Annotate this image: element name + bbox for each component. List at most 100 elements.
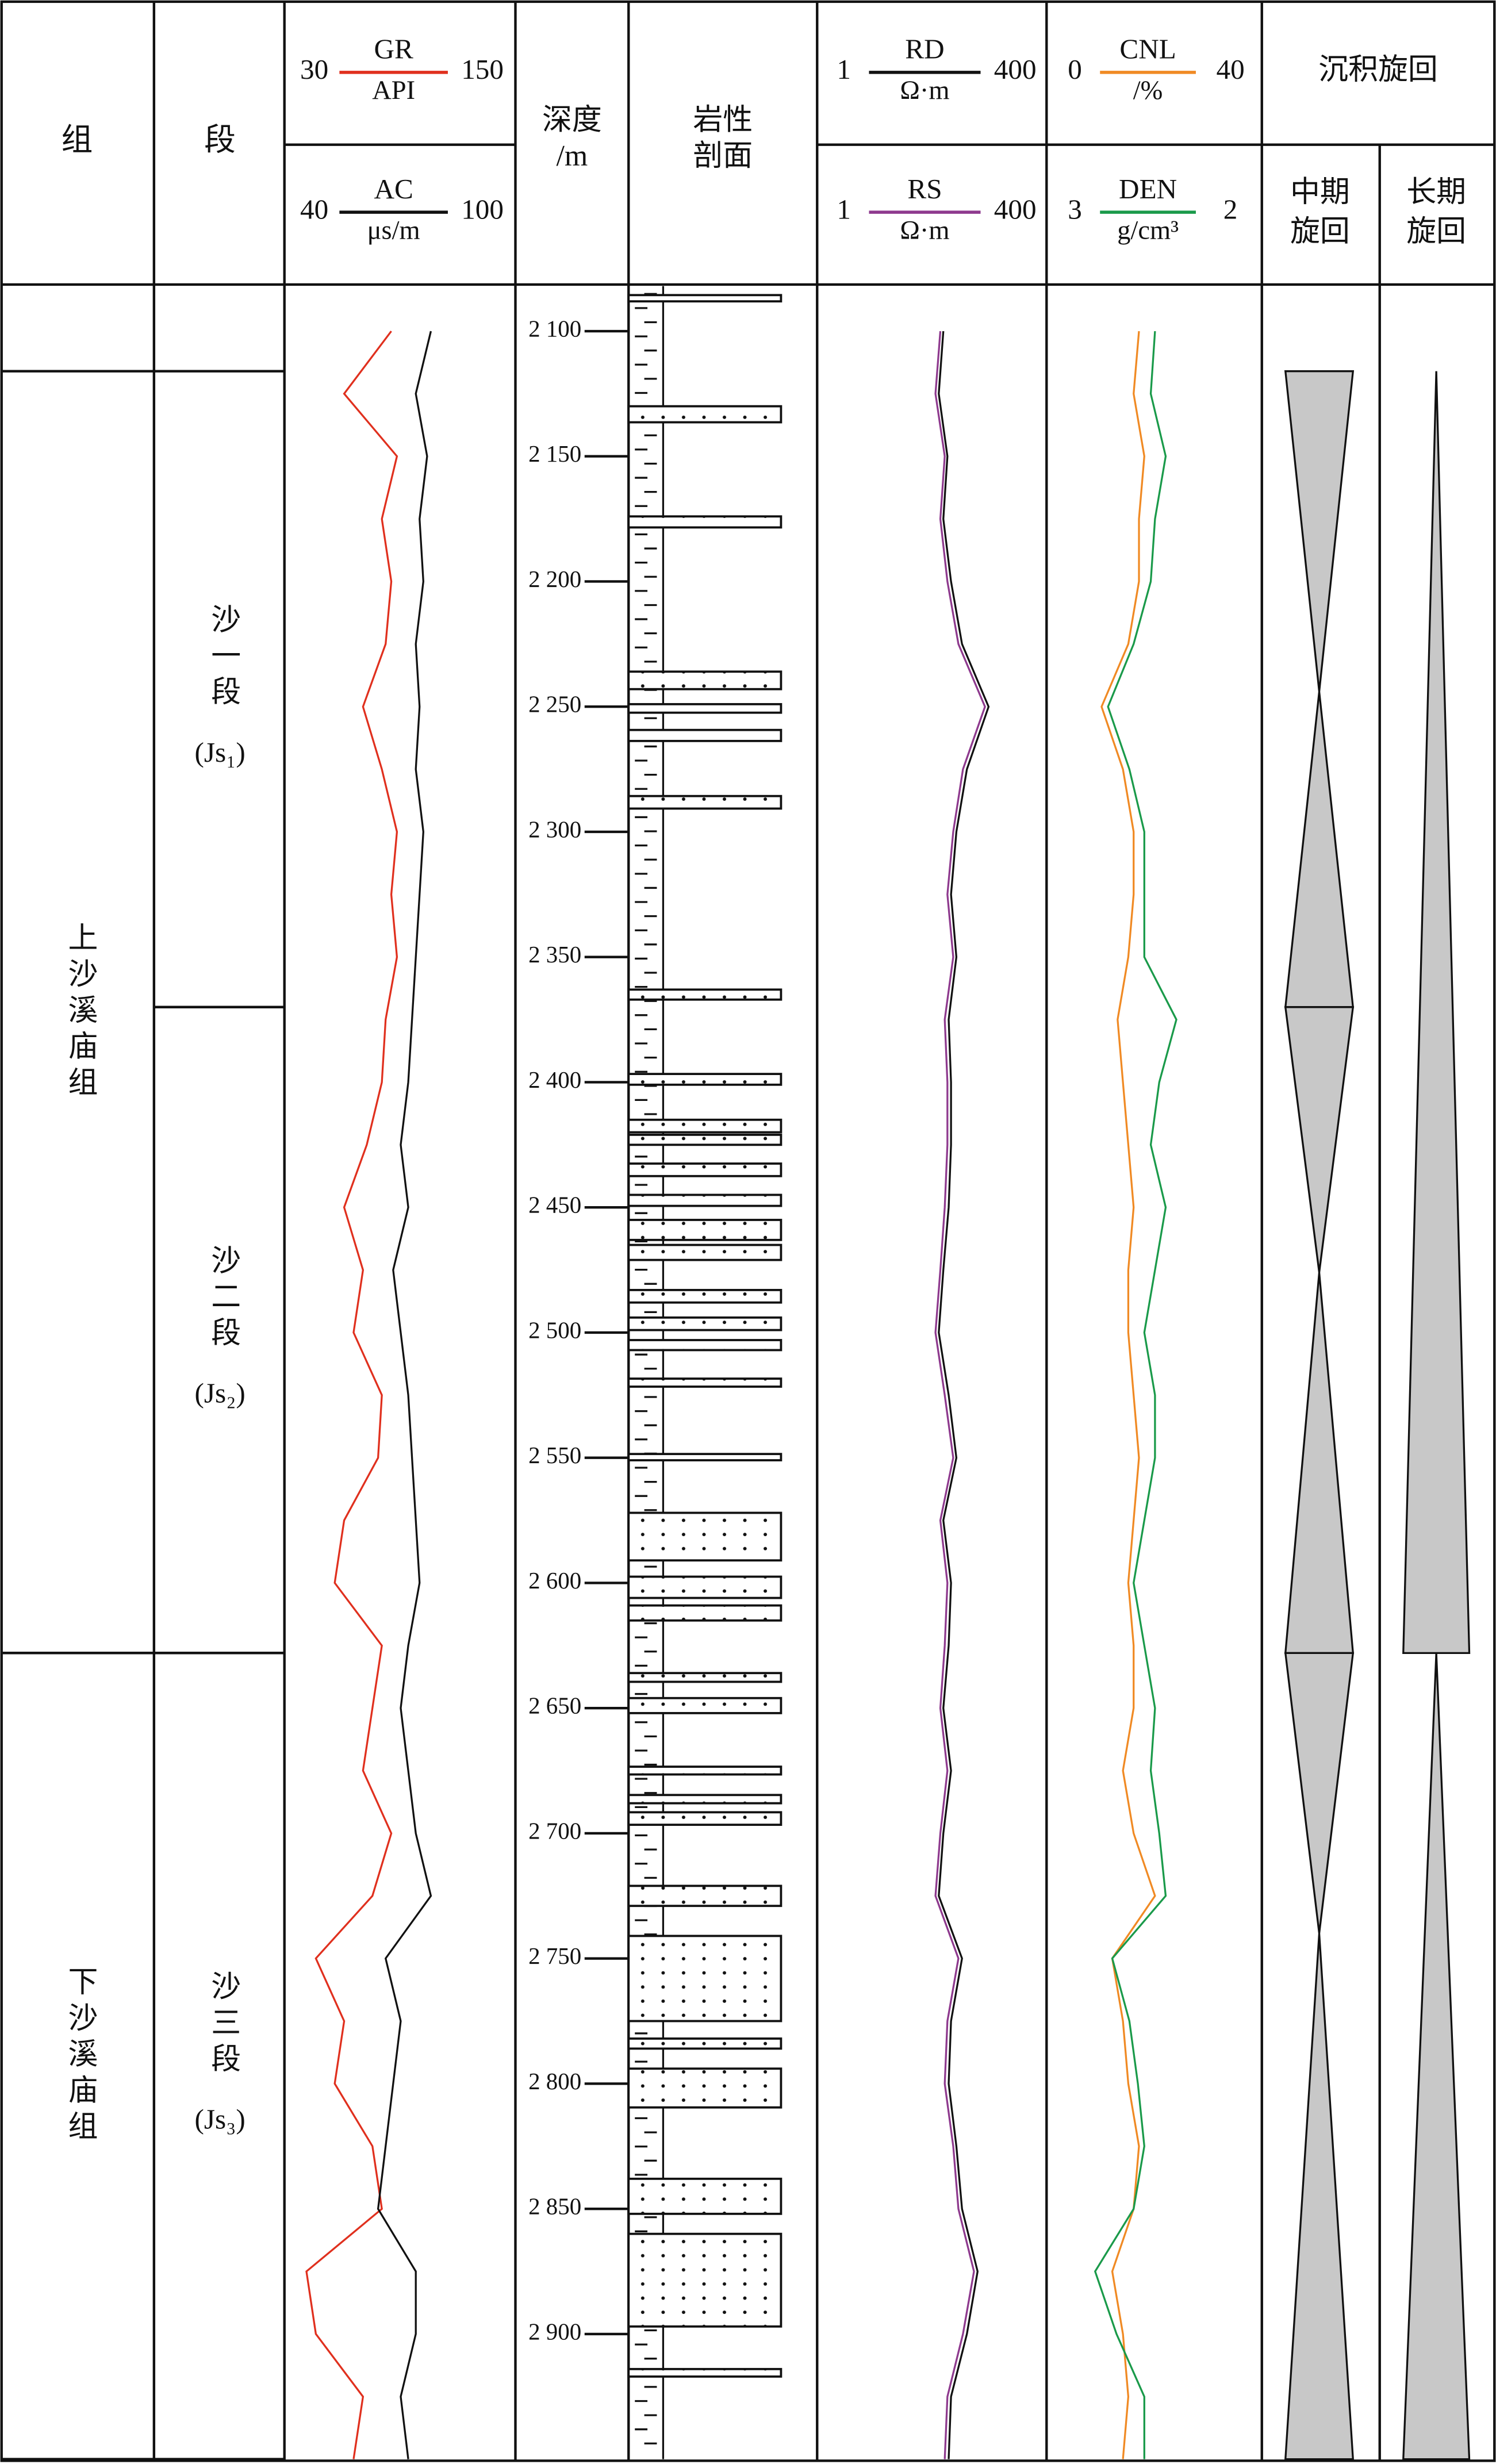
depth-unit: /m: [556, 140, 588, 172]
medium-cycle: [1284, 1006, 1355, 1273]
curve-unit: /%: [1133, 76, 1163, 105]
medium-cycle: [1284, 370, 1355, 692]
depth-title: 深度: [542, 103, 602, 136]
sandstone-bed: [627, 1935, 782, 2022]
member-title: 段: [204, 122, 236, 157]
sandstone-bed: [627, 1133, 782, 1146]
long-title: 旋回: [1406, 215, 1466, 248]
sandstone-bed: [627, 405, 782, 424]
log-curve: [1100, 331, 1156, 2459]
scale-max: 40: [1216, 53, 1244, 85]
sandstone-bed: [627, 2177, 782, 2215]
scale-max: 150: [461, 53, 504, 85]
depth-tick-label: 2 200: [528, 566, 581, 592]
sandstone-bed: [627, 1766, 782, 1776]
curve-name: RS: [907, 173, 942, 205]
sandstone-bed: [627, 1377, 782, 1388]
sandstone-bed: [627, 1511, 782, 1562]
depth-tick-label: 2 700: [528, 1817, 581, 1844]
curve-name: GR: [374, 33, 413, 65]
log-curve: [934, 331, 986, 2459]
sandstone-bed: [627, 703, 782, 714]
scale-max: 2: [1223, 193, 1238, 225]
member-code: (Js₁): [195, 736, 246, 768]
sandstone-bed: [627, 670, 782, 690]
scale-min: 0: [1068, 53, 1082, 85]
sandstone-bed: [627, 1243, 782, 1261]
depth-tick-label: 2 500: [528, 1317, 581, 1343]
medium-title: 旋回: [1290, 215, 1350, 248]
scale-max: 400: [994, 193, 1037, 225]
sandstone-bed: [627, 1811, 782, 1826]
scale-max: 400: [994, 53, 1037, 85]
medium-title: 中期: [1290, 176, 1350, 209]
depth-tick-label: 2 650: [528, 1692, 581, 1719]
cycles-title: 沉积旋回: [1318, 53, 1438, 86]
member-name: 沙一段: [206, 604, 240, 712]
sandstone-bed: [627, 515, 782, 529]
formation-name: 下沙溪庙组: [63, 1966, 97, 2146]
depth-tick-label: 2 350: [528, 941, 581, 968]
depth-tick-label: 2 600: [528, 1567, 581, 1594]
scale-min: 40: [300, 193, 328, 225]
curve-name: AC: [374, 173, 413, 205]
depth-tick-label: 2 550: [528, 1442, 581, 1468]
sandstone-bed: [627, 1697, 782, 1714]
sandstone-bed: [627, 1453, 782, 1461]
sandstone-bed: [627, 1316, 782, 1331]
depth-tick-label: 2 250: [528, 691, 581, 717]
depth-tick-label: 2 400: [528, 1066, 581, 1093]
curve-name: DEN: [1119, 173, 1177, 205]
sandstone-bed: [627, 1672, 782, 1683]
sandstone-bed: [627, 988, 782, 1001]
lithology-title: 剖面: [693, 140, 753, 172]
sandstone-bed: [627, 1073, 782, 1086]
medium-cycle: [1284, 1933, 1355, 2461]
medium-cycle: [1284, 1272, 1355, 1655]
curve-name: RD: [905, 33, 944, 65]
scale-min: 1: [837, 193, 851, 225]
curve-unit: Ω·m: [900, 216, 949, 245]
sandstone-bed: [627, 1885, 782, 1908]
curve-name: CNL: [1119, 33, 1176, 65]
sandstone-bed: [627, 1162, 782, 1177]
curve-unit: μs/m: [367, 216, 420, 245]
member-name: 沙三段: [206, 1971, 240, 2079]
depth-tick-label: 2 800: [528, 2068, 581, 2094]
sandstone-bed: [627, 1193, 782, 1207]
long-cycle: [1402, 1653, 1471, 2461]
long-cycle: [1402, 371, 1471, 1655]
depth-tick-label: 2 150: [528, 440, 581, 467]
sandstone-bed: [627, 1288, 782, 1304]
member-name: 沙二段: [206, 1245, 240, 1353]
sandstone-bed: [627, 1339, 782, 1352]
sandstone-bed: [627, 2232, 782, 2328]
medium-cycle: [1284, 1652, 1355, 1934]
formation-name: 上沙溪庙组: [63, 922, 97, 1102]
depth-tick-label: 2 450: [528, 1192, 581, 1218]
member-code: (Js₃): [195, 2104, 246, 2135]
curve-unit: API: [372, 76, 415, 105]
log-curve: [938, 331, 990, 2459]
scale-max: 100: [461, 193, 504, 225]
sandstone-bed: [627, 1118, 782, 1134]
depth-tick-label: 2 900: [528, 2318, 581, 2344]
depth-tick-label: 2 300: [528, 816, 581, 842]
depth-tick-label: 2 850: [528, 2193, 581, 2220]
member-code: (Js₂): [195, 1377, 246, 1409]
scale-min: 1: [837, 53, 851, 85]
curve-unit: Ω·m: [900, 76, 949, 105]
sandstone-bed: [627, 1794, 782, 1805]
sandstone-bed: [627, 795, 782, 810]
scale-min: 3: [1068, 193, 1082, 225]
log-curve: [377, 331, 432, 2459]
sandstone-bed: [627, 1575, 782, 1599]
lithology-title: 岩性: [693, 103, 753, 136]
medium-cycle: [1284, 691, 1355, 1008]
sandstone-bed: [627, 1219, 782, 1241]
log-curve: [1094, 331, 1177, 2459]
scale-min: 30: [300, 53, 328, 85]
depth-tick-label: 2 750: [528, 1943, 581, 1969]
sandstone-bed: [627, 294, 782, 303]
